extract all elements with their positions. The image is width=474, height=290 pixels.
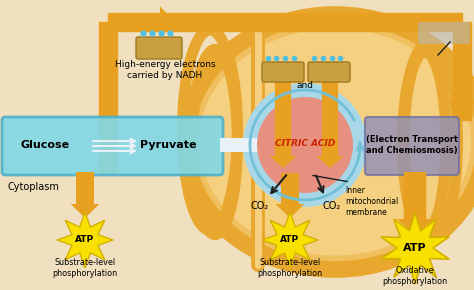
Polygon shape [397,172,433,235]
Text: CO₂: CO₂ [323,201,341,211]
FancyBboxPatch shape [365,117,459,175]
Polygon shape [381,212,449,284]
Text: Glucose: Glucose [20,140,70,150]
Polygon shape [275,173,304,218]
Polygon shape [148,6,175,38]
Text: (Electron Transport
and Chemiosmosis): (Electron Transport and Chemiosmosis) [366,135,458,155]
Polygon shape [57,212,113,268]
Text: ATP: ATP [403,243,427,253]
Text: CO₂: CO₂ [251,201,269,211]
Polygon shape [220,134,290,156]
Text: Cytoplasm: Cytoplasm [8,182,60,192]
FancyBboxPatch shape [418,22,470,44]
Text: Pyruvate: Pyruvate [140,140,196,150]
FancyBboxPatch shape [2,117,223,175]
Ellipse shape [199,28,471,255]
Circle shape [257,97,353,193]
Text: CITRIC ACID: CITRIC ACID [275,139,335,148]
Text: Inner
mitochondrial
membrane: Inner mitochondrial membrane [345,186,398,217]
FancyBboxPatch shape [262,62,304,82]
Text: ATP: ATP [75,235,94,244]
Text: and: and [297,81,313,90]
Text: ATP: ATP [281,235,300,244]
Polygon shape [71,172,100,218]
Circle shape [243,83,367,207]
Ellipse shape [185,14,474,269]
Polygon shape [270,80,297,168]
Text: Oxidative
phosphorylation: Oxidative phosphorylation [383,266,447,286]
Text: Substrate-level
phosphorylation: Substrate-level phosphorylation [257,258,323,278]
Text: High-energy electrons
carried by NADH: High-energy electrons carried by NADH [115,60,215,80]
Polygon shape [262,212,318,268]
FancyBboxPatch shape [136,37,182,59]
Polygon shape [447,22,474,115]
Polygon shape [317,80,344,168]
FancyBboxPatch shape [308,62,350,82]
Text: Substrate-level
phosphorylation: Substrate-level phosphorylation [53,258,118,278]
